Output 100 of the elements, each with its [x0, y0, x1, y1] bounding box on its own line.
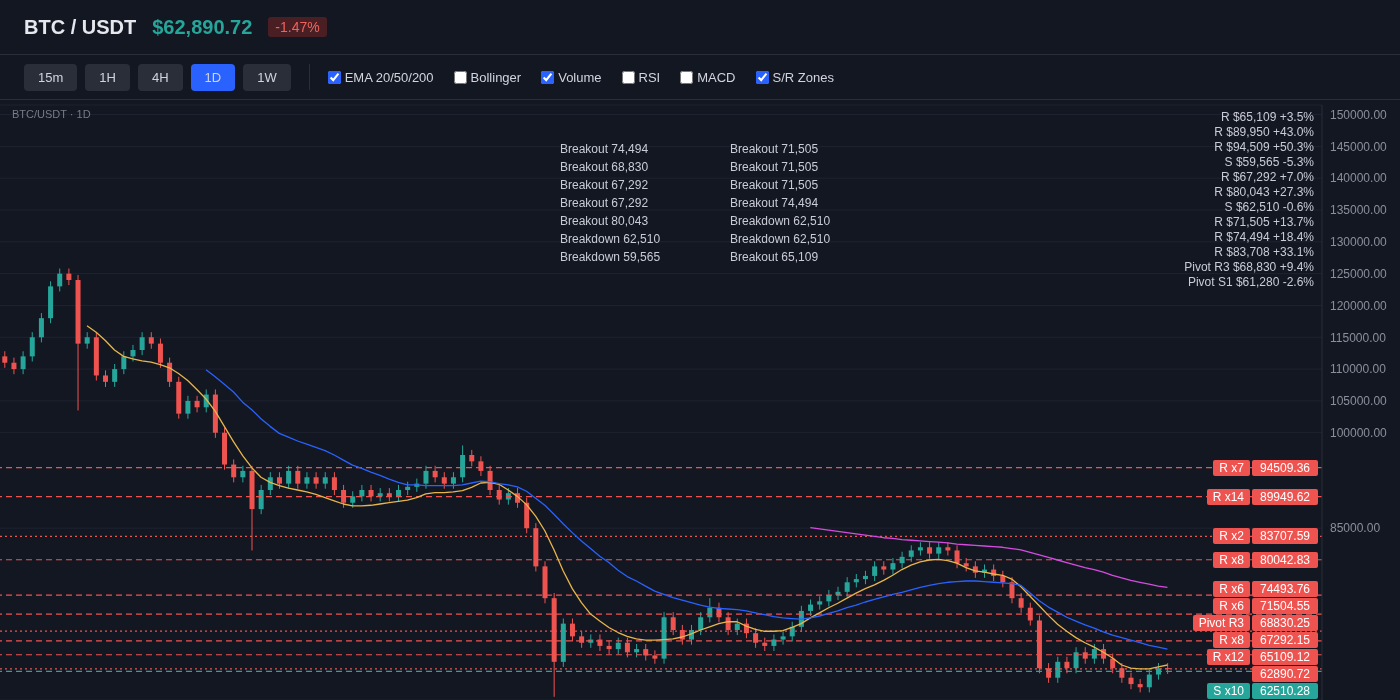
text: 4H	[137, 63, 183, 91]
candlestick	[29, 331, 35, 362]
text: Pivot R3 $68,830 +9.4%	[1184, 260, 1314, 275]
text: S $62,510 -0.6%	[1223, 200, 1314, 215]
line-series	[205, 369, 1169, 650]
candlestick	[38, 312, 44, 343]
candlestick	[130, 344, 136, 362]
y-tick-label: 100000.00	[1330, 425, 1388, 440]
text: R $80,043 +27.3%	[1213, 185, 1314, 200]
y-tick-label: 145000.00	[1330, 139, 1388, 154]
candlestick	[1091, 643, 1097, 665]
text: S/R Zones	[772, 69, 834, 85]
text: R $71,505 +13.7%	[1213, 215, 1314, 230]
text: 1H	[85, 63, 130, 91]
y-tick-label: 85000.00	[1330, 521, 1381, 536]
candlestick	[66, 268, 72, 286]
ref-line-label: Pivot R3	[1192, 615, 1250, 631]
candlestick	[258, 484, 264, 515]
text: Bollinger	[470, 69, 522, 85]
candlestick	[240, 465, 246, 483]
annotation: Breakout 71,505	[730, 141, 820, 158]
candlestick	[890, 557, 896, 576]
ref-line-label: S x10	[1207, 683, 1250, 699]
annotation: 80042.83	[1252, 551, 1318, 568]
candlestick	[121, 350, 127, 375]
annotation: 65109.12	[1252, 649, 1318, 665]
annotation: Breakdown 59,565	[560, 249, 662, 266]
text: 15m	[24, 63, 78, 91]
candlestick	[112, 363, 118, 388]
candlestick	[460, 444, 466, 483]
candlestick	[267, 471, 273, 496]
annotation: Breakout 71,505	[730, 177, 820, 194]
y-tick-label: 120000.00	[1330, 298, 1388, 313]
candlestick	[359, 484, 365, 502]
annotation: 67292.15	[1252, 632, 1318, 648]
annotation: 89949.62	[1252, 488, 1318, 505]
candlestick	[872, 560, 878, 582]
y-tick-label: 110000.00	[1330, 362, 1387, 377]
text: 1W	[243, 63, 291, 91]
annotation: 68830.25	[1252, 615, 1318, 631]
text: R $83,708 +33.1%	[1213, 245, 1314, 260]
annotation: 71504.55	[1252, 598, 1318, 614]
annotation: Breakout 67,292	[560, 177, 650, 194]
candlestick	[57, 268, 63, 292]
ref-line-label: R x7	[1213, 459, 1250, 476]
candlestick	[780, 630, 786, 646]
candlestick	[11, 357, 17, 375]
ref-line-label: R x8	[1213, 632, 1250, 648]
ref-line-label: R x14	[1206, 488, 1250, 505]
annotation: 74493.76	[1252, 581, 1318, 597]
y-tick-label: 115000.00	[1330, 330, 1387, 345]
annotation: Breakout 74,494	[730, 195, 820, 212]
annotation: Breakout 71,505	[730, 159, 820, 176]
annotation: 83707.59	[1252, 528, 1318, 545]
text: Pivot S1 $61,280 -2.6%	[1186, 275, 1314, 290]
chart-subtitle: BTC/USDT · 1D	[12, 108, 91, 120]
text: R $74,494 +18.4%	[1213, 230, 1314, 245]
annotation: 94509.36	[1252, 459, 1318, 476]
candlestick	[304, 471, 310, 490]
text: $62,890.72	[152, 15, 253, 39]
text: R $67,292 +7.0%	[1219, 170, 1314, 185]
text: R $94,509 +50.3%	[1213, 140, 1314, 155]
text: Volume	[558, 69, 602, 85]
annotation: Breakdown 62,510	[730, 231, 832, 248]
candlestick	[185, 395, 191, 420]
y-tick-label: 150000.00	[1330, 107, 1388, 122]
ref-line-label: R x6	[1213, 581, 1250, 597]
ref-line-label: R x6	[1213, 598, 1250, 614]
annotation: 62510.28	[1252, 683, 1318, 699]
candlestick	[331, 471, 337, 496]
candlestick	[844, 576, 850, 598]
annotation: Breakdown 62,510	[560, 231, 662, 248]
candlestick	[286, 465, 292, 490]
text: EMA 20/50/200	[344, 69, 434, 85]
annotation: Breakout 68,830	[560, 159, 650, 176]
candlestick	[167, 357, 173, 388]
text: S $59,565 -5.3%	[1223, 155, 1314, 170]
candlestick	[945, 541, 951, 557]
candlestick	[139, 331, 145, 356]
ref-line-label: R x8	[1213, 551, 1250, 568]
ref-line-label: R x2	[1213, 528, 1250, 545]
candlestick	[194, 395, 200, 413]
candlestick	[423, 465, 429, 490]
text: -1.47%	[268, 17, 327, 37]
annotation: Breakdown 62,510	[730, 213, 832, 230]
candlestick	[20, 350, 26, 375]
candlestick	[157, 338, 163, 369]
ref-line-label: R x12	[1206, 649, 1250, 665]
y-tick-label: 140000.00	[1330, 171, 1388, 186]
line-series	[809, 526, 1169, 589]
annotation: Breakout 74,494	[560, 141, 650, 158]
annotation: Breakout 67,292	[560, 195, 650, 212]
y-tick-label: 125000.00	[1330, 266, 1388, 281]
annotation: 62890.72	[1252, 666, 1318, 682]
text: 1D	[190, 63, 236, 91]
chart-title: BTC / USDT	[24, 15, 137, 39]
candlestick	[313, 471, 319, 490]
annotation: Breakout 80,043	[560, 213, 650, 230]
annotation: Breakout 65,109	[730, 249, 820, 266]
text: R $65,109 +3.5%	[1219, 110, 1314, 125]
